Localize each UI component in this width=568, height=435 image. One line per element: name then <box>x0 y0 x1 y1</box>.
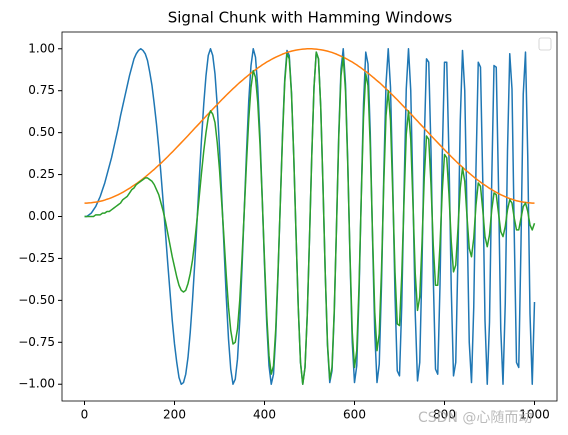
x-tick-label: 1000 <box>519 408 550 422</box>
y-tick-label: −0.50 <box>18 293 55 307</box>
axes-frame <box>61 31 558 402</box>
series-line <box>84 51 536 385</box>
watermark: CSDN @心随而动 <box>418 410 532 426</box>
legend <box>538 37 552 51</box>
y-tick-label: −0.25 <box>18 251 55 265</box>
x-tick-label: 200 <box>163 408 186 422</box>
y-tick-label: −1.00 <box>18 377 55 391</box>
x-tick-label: 600 <box>343 408 366 422</box>
y-tick-label: 0.75 <box>28 83 55 97</box>
y-tick-label: −0.75 <box>18 335 55 349</box>
y-tick-label: 0.50 <box>28 125 55 139</box>
series-line <box>84 48 535 204</box>
y-tick-label: 0.25 <box>28 167 55 181</box>
x-tick-label: 400 <box>253 408 276 422</box>
y-tick-label: 0.00 <box>28 209 55 223</box>
x-tick-label: 0 <box>81 408 89 422</box>
chart-title: Signal Chunk with Hamming Windows <box>168 9 453 27</box>
x-tick-label: 800 <box>433 408 456 422</box>
y-tick-label: 1.00 <box>28 41 55 55</box>
